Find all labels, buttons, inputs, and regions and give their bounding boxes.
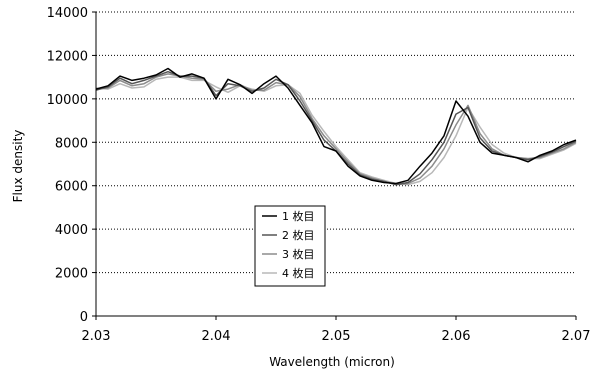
- y-axis-label: Flux density: [11, 130, 25, 203]
- y-tick-label: 6000: [55, 180, 88, 195]
- grid-lines: [96, 11, 576, 274]
- y-tick-label: 8000: [55, 136, 88, 151]
- x-tick-label: 2.05: [322, 329, 351, 344]
- axes: [92, 11, 577, 320]
- y-tick-label: 12000: [47, 49, 88, 64]
- y-tick-labels: 0 2000 4000 6000 8000 10000 12000 14000: [47, 6, 88, 325]
- series-layer: [95, 67, 577, 186]
- x-tick-label: 2.03: [82, 329, 111, 344]
- series-line-4-枚目: [95, 76, 577, 186]
- y-tick-label: 2000: [55, 267, 88, 282]
- legend-label: 1 枚目: [282, 209, 315, 223]
- x-tick-label: 2.07: [562, 329, 591, 344]
- series-line-2-枚目: [95, 70, 577, 186]
- y-tick-label: 0: [80, 310, 88, 325]
- legend: 1 枚目 2 枚目 3 枚目 4 枚目: [254, 205, 326, 287]
- series-line-1-枚目: [95, 67, 577, 185]
- x-tick-labels: 2.03 2.04 2.05 2.06 2.07: [82, 329, 591, 344]
- x-axis-label: Wavelength (micron): [269, 355, 395, 369]
- y-tick-label: 14000: [47, 6, 88, 21]
- x-tick-label: 2.06: [442, 329, 471, 344]
- y-tick-label: 10000: [47, 93, 88, 108]
- legend-label: 4 枚目: [282, 266, 315, 280]
- legend-label: 2 枚目: [282, 228, 315, 242]
- legend-label: 3 枚目: [282, 247, 315, 261]
- series-line-3-枚目: [95, 73, 577, 186]
- x-tick-label: 2.04: [202, 329, 231, 344]
- y-tick-label: 4000: [55, 223, 88, 238]
